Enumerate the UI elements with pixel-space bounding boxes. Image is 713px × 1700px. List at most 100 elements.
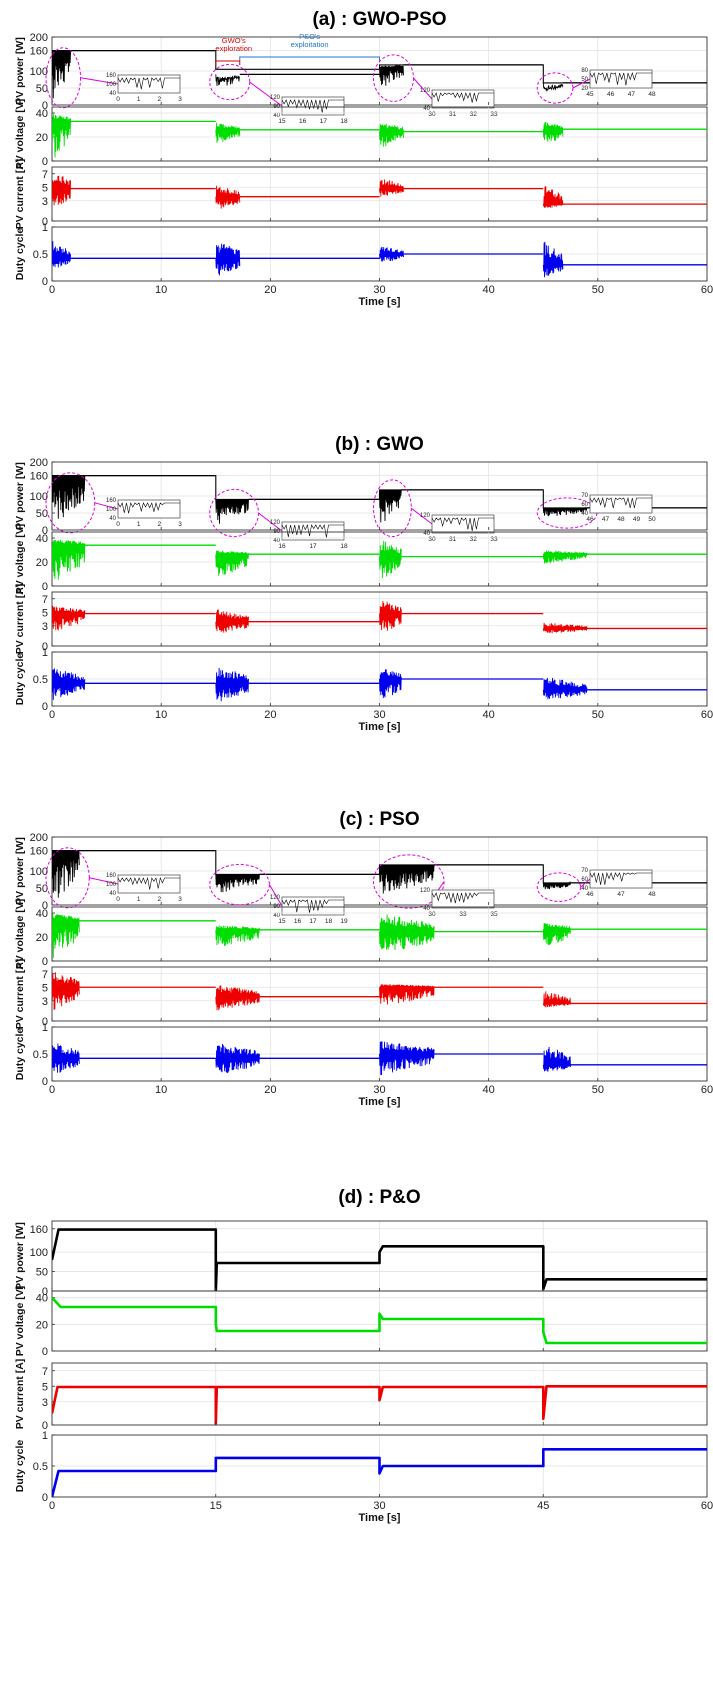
y-axis-label: PV current [A] <box>14 1359 26 1430</box>
inset-x-tick-label: 0 <box>116 896 120 903</box>
inset-x-tick-label: 48 <box>648 891 656 898</box>
highlight-ellipse <box>209 863 270 906</box>
zoom-inset: 40 120 30 31 32 33 <box>420 513 498 543</box>
inset-y-tick-label: 70 <box>581 493 588 499</box>
inset-x-tick-label: 18 <box>340 118 348 125</box>
x-tick-label: 0 <box>49 284 55 296</box>
inset-x-tick-label: 33 <box>490 536 498 543</box>
y-tick-label: 3 <box>42 196 48 208</box>
inset-x-tick-label: 3 <box>178 896 182 903</box>
y-tick-label: 100 <box>30 866 48 878</box>
y-tick-label: 0 <box>42 1016 48 1028</box>
y-axis-label: PV voltage [V] <box>14 899 26 970</box>
x-tick-label: 40 <box>483 284 495 296</box>
y-tick-label: 40 <box>36 1293 48 1305</box>
y-tick-label: 0 <box>42 100 48 112</box>
transient-oscillation <box>379 984 435 1005</box>
y-tick-label: 5 <box>42 1381 48 1393</box>
x-tick-label: 45 <box>537 1500 549 1512</box>
x-tick-label: 10 <box>155 1084 167 1096</box>
plot-area <box>52 913 707 959</box>
pso-bracket <box>239 56 380 61</box>
inset-signal <box>281 99 344 113</box>
y-tick-label: 0 <box>42 1492 48 1504</box>
y-axis-label: PV current [A] <box>14 159 26 230</box>
annotation-line: exploitation <box>291 40 329 49</box>
subplot-duty-cycle: 0 0.5 1 Duty cycle 0 15 30 45 60 Time [s] <box>14 1430 713 1524</box>
transient-oscillation <box>52 539 86 580</box>
panel-title: (d) : P&O <box>338 1187 420 1208</box>
transient-oscillation <box>52 475 86 519</box>
inset-y-tick-label: 40 <box>109 891 116 897</box>
y-tick-label: 0.5 <box>33 1461 48 1473</box>
x-tick-label: 20 <box>264 1084 276 1096</box>
transient-oscillation <box>542 122 564 142</box>
inset-x-tick-label: 18 <box>325 918 333 925</box>
inset-y-tick-label: 160 <box>106 873 117 879</box>
plot-area <box>52 241 707 278</box>
inset-connector <box>89 877 119 885</box>
inset-signal <box>431 517 494 531</box>
inset-x-tick-label: 47 <box>602 516 610 523</box>
inset-x-tick-label: 16 <box>278 543 286 550</box>
inset-y-tick-label: 20 <box>581 86 588 92</box>
transient-oscillation <box>215 985 260 1011</box>
zoom-inset: 40 100 160 0 1 2 3 <box>106 873 182 903</box>
y-axis-label: Duty cycle <box>14 228 26 281</box>
transient-oscillation <box>52 913 80 959</box>
inset-x-tick-label: 32 <box>470 111 478 118</box>
transient-oscillation <box>52 668 86 700</box>
y-tick-label: 40 <box>36 108 48 120</box>
exploration-annotations: GWO's exploration PSO's exploitation <box>215 32 380 65</box>
inset-x-tick-label: 33 <box>490 111 498 118</box>
transient-oscillation <box>215 122 241 143</box>
inset-x-tick-label: 46 <box>607 91 615 98</box>
y-tick-label: 50 <box>36 883 48 895</box>
inset-y-tick-label: 40 <box>423 906 430 912</box>
x-tick-label: 60 <box>701 709 713 721</box>
transient-oscillation <box>52 50 72 99</box>
signal-line <box>52 1448 707 1497</box>
transient-oscillation <box>379 179 404 197</box>
y-tick-label: 0 <box>42 641 48 653</box>
y-tick-label: 40 <box>36 908 48 920</box>
inset-signal <box>117 876 180 890</box>
inset-x-tick-label: 33 <box>459 911 467 918</box>
inset-connector <box>413 77 433 100</box>
y-tick-label: 7 <box>42 169 48 181</box>
inset-x-tick-label: 35 <box>490 911 498 918</box>
inset-connector <box>258 512 283 532</box>
y-axis-label: Duty cycle <box>14 653 26 706</box>
y-tick-label: 100 <box>30 66 48 78</box>
y-tick-label: 0.5 <box>33 674 48 686</box>
x-tick-label: 50 <box>592 284 604 296</box>
y-axis-label: PV power [W] <box>14 1222 26 1290</box>
transient-oscillation <box>215 243 241 276</box>
inset-y-tick-label: 40 <box>423 531 430 537</box>
subplot-duty-cycle: 0 0.5 1 Duty cycle 0 10 20 30 40 50 60 Time [s] <box>14 647 713 733</box>
inset-y-tick-label: 120 <box>270 895 281 901</box>
x-tick-label: 40 <box>483 1084 495 1096</box>
y-tick-label: 160 <box>30 46 48 58</box>
plot-area <box>52 667 707 702</box>
inset-x-tick-label: 15 <box>278 918 286 925</box>
y-tick-label: 5 <box>42 607 48 619</box>
y-tick-label: 0 <box>42 276 48 288</box>
inset-x-tick-label: 45 <box>586 91 594 98</box>
inset-frame <box>117 499 181 519</box>
y-tick-label: 7 <box>42 969 48 981</box>
inset-signal <box>117 501 180 514</box>
y-tick-label: 0 <box>42 525 48 537</box>
transient-oscillation <box>52 972 80 1010</box>
transient-oscillation <box>542 1046 571 1072</box>
panel-title: (b) : GWO <box>335 434 424 455</box>
subplot-pv-current-a: 0 3 5 7 PV current [A] <box>14 1359 708 1432</box>
inset-x-tick-label: 16 <box>294 918 302 925</box>
zoom-inset: 20 50 80 45 46 47 48 <box>581 68 656 98</box>
inset-x-tick-label: 31 <box>449 111 457 118</box>
